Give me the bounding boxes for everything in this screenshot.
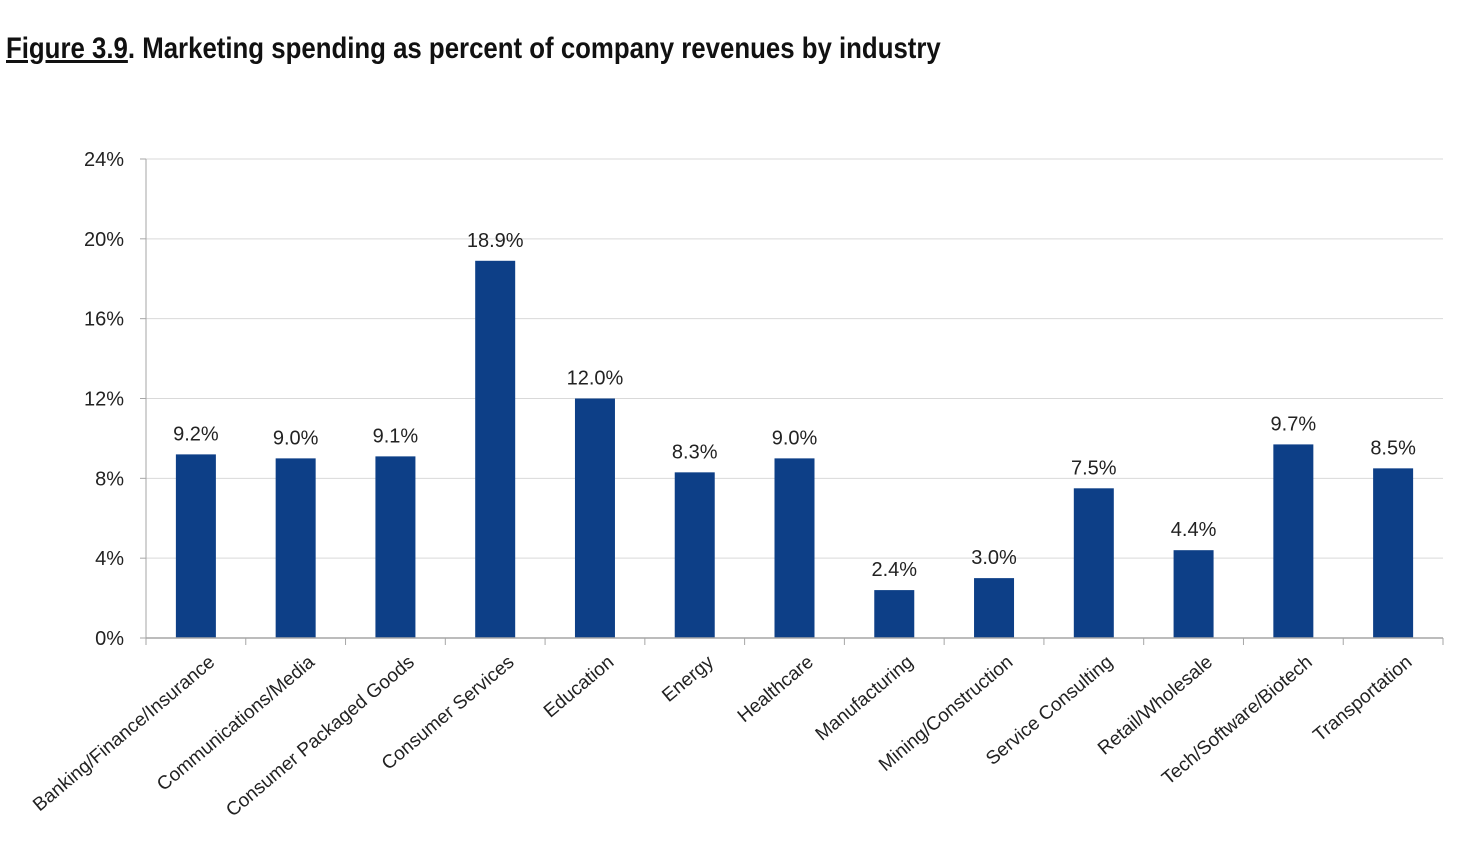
figure-title: Figure 3.9. Marketing spending as percen… [6,32,941,66]
data-labels: 9.2% 9.0% 9.1% 18.9% 12.0% 8.3% 9.0% 2.4% 3.0% 7.… [173,230,1416,581]
category-label: Healthcare [734,652,818,727]
bar [874,590,915,638]
data-label: 7.5% [1071,457,1117,479]
bar [774,458,815,638]
bar [1273,444,1314,638]
data-label: 2.4% [871,559,917,581]
bar [375,456,416,638]
y-tick-label: 0% [95,628,124,650]
category-label: Communications/Media [153,651,319,795]
category-label: Education [540,652,618,722]
data-label: 8.3% [672,441,718,463]
bar [1173,550,1214,638]
data-label: 3.0% [971,547,1017,569]
bar [475,260,516,638]
category-label: Energy [658,651,718,706]
category-label: Transportation [1310,652,1417,746]
bar [275,458,316,638]
y-tick-label: 4% [95,548,124,570]
y-tick-label: 8% [95,468,124,490]
data-label: 8.5% [1370,437,1416,459]
axes [145,159,1444,645]
data-label: 9.0% [273,427,319,449]
bar [574,398,615,638]
data-label: 9.0% [772,427,818,449]
data-label: 4.4% [1171,519,1217,541]
category-label: Manufacturing [812,652,918,745]
bars [175,260,1414,638]
y-axis-ticks: 0% 4% 8% 12% 16% 20% 24% [84,149,146,650]
bar [974,578,1015,638]
y-tick-label: 24% [84,149,124,171]
data-label: 9.2% [173,423,219,445]
data-label: 9.7% [1271,413,1317,435]
bar [1373,468,1414,638]
category-label: Banking/Finance/Insurance [29,652,219,816]
data-label: 9.1% [373,425,419,447]
bar [1073,488,1114,638]
data-label: 18.9% [467,230,524,252]
category-labels: Banking/Finance/InsuranceCommunications/… [29,651,1416,821]
y-tick-label: 12% [84,389,124,411]
figure-caption: . Marketing spending as percent of compa… [127,32,941,65]
data-label: 12.0% [567,368,624,390]
y-tick-label: 20% [84,229,124,251]
category-label: Consumer Packaged Goods [222,652,418,822]
y-tick-label: 16% [84,309,124,331]
bar [674,472,715,638]
figure-label: Figure 3.9 [6,32,128,65]
bar [175,454,216,638]
